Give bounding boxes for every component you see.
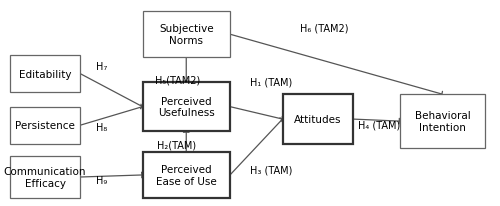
FancyBboxPatch shape [10,157,80,198]
FancyBboxPatch shape [282,95,352,144]
Text: H₈: H₈ [96,123,108,133]
Text: H₄ (TAM): H₄ (TAM) [358,120,400,130]
FancyBboxPatch shape [142,82,230,132]
Text: Perceived
Usefulness: Perceived Usefulness [158,96,214,118]
Text: H₁ (TAM): H₁ (TAM) [250,77,292,87]
Text: Editability: Editability [19,69,72,79]
FancyBboxPatch shape [10,56,80,93]
Text: H₆ (TAM2): H₆ (TAM2) [300,24,348,34]
Text: Persistence: Persistence [15,121,75,131]
FancyBboxPatch shape [10,107,80,144]
Text: H₃ (TAM): H₃ (TAM) [250,165,292,175]
Text: Attitudes: Attitudes [294,115,341,124]
FancyBboxPatch shape [142,12,230,58]
FancyBboxPatch shape [400,95,485,148]
Text: H₉: H₉ [96,175,108,185]
Text: Perceived
Ease of Use: Perceived Ease of Use [156,164,216,186]
Text: H₇: H₇ [96,62,108,72]
Text: H₅(TAM2): H₅(TAM2) [155,75,200,85]
Text: Subjective
Norms: Subjective Norms [159,24,214,46]
Text: H₂(TAM): H₂(TAM) [158,140,196,150]
FancyBboxPatch shape [142,152,230,198]
Text: Behavioral
Intention: Behavioral Intention [414,111,470,132]
Text: Communication
Efficacy: Communication Efficacy [4,166,86,188]
